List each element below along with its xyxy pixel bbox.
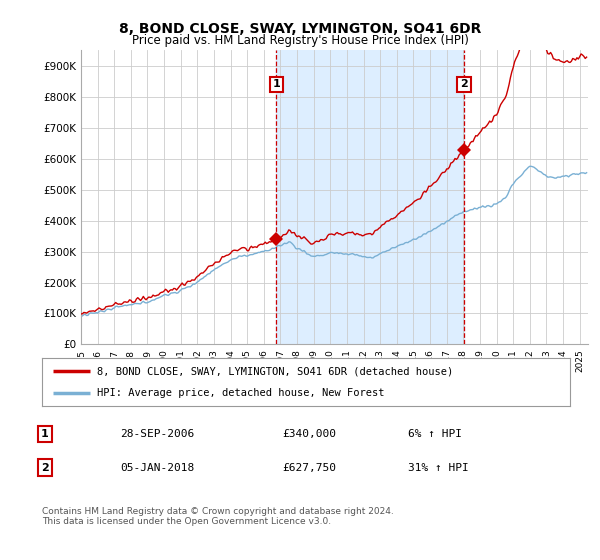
Text: 2: 2 <box>41 463 49 473</box>
Text: 31% ↑ HPI: 31% ↑ HPI <box>408 463 469 473</box>
Text: Contains HM Land Registry data © Crown copyright and database right 2024.
This d: Contains HM Land Registry data © Crown c… <box>42 507 394 526</box>
Text: 8, BOND CLOSE, SWAY, LYMINGTON, SO41 6DR: 8, BOND CLOSE, SWAY, LYMINGTON, SO41 6DR <box>119 22 481 36</box>
Text: 6% ↑ HPI: 6% ↑ HPI <box>408 429 462 439</box>
Text: 8, BOND CLOSE, SWAY, LYMINGTON, SO41 6DR (detached house): 8, BOND CLOSE, SWAY, LYMINGTON, SO41 6DR… <box>97 366 454 376</box>
Text: 28-SEP-2006: 28-SEP-2006 <box>120 429 194 439</box>
Text: 2: 2 <box>460 80 468 90</box>
Text: Price paid vs. HM Land Registry's House Price Index (HPI): Price paid vs. HM Land Registry's House … <box>131 34 469 46</box>
Text: £627,750: £627,750 <box>282 463 336 473</box>
Text: £340,000: £340,000 <box>282 429 336 439</box>
Text: 05-JAN-2018: 05-JAN-2018 <box>120 463 194 473</box>
Bar <box>277 50 464 344</box>
Text: HPI: Average price, detached house, New Forest: HPI: Average price, detached house, New … <box>97 388 385 398</box>
Text: 1: 1 <box>41 429 49 439</box>
Text: 1: 1 <box>272 80 280 90</box>
